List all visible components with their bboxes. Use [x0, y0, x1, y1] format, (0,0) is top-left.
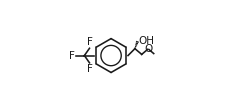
Text: F: F: [69, 51, 74, 60]
Text: OH: OH: [138, 36, 154, 46]
Text: F: F: [87, 37, 92, 47]
Text: F: F: [87, 64, 92, 74]
Text: O: O: [144, 44, 152, 54]
